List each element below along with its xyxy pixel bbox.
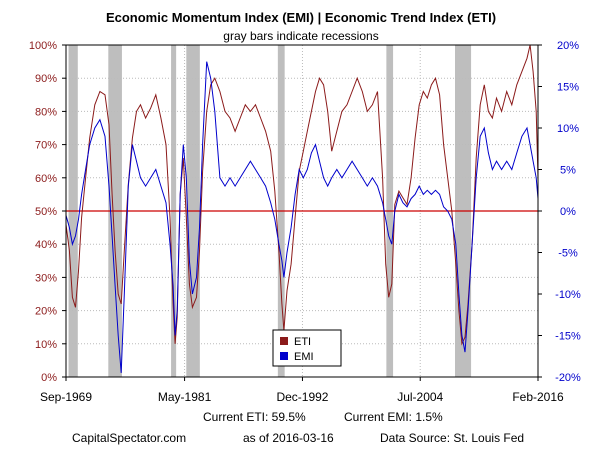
right-tick-label-7: 15%: [557, 82, 579, 94]
right-tick-label-5: 5%: [560, 165, 576, 177]
right-tick-label-2: -10%: [555, 289, 581, 301]
x-axis: Sep-1969 May-1981 Dec-1992 Jul-2004 Feb-2016: [40, 377, 564, 404]
current-eti: Current ETI: 59.5%: [203, 410, 306, 424]
legend-label-emi: EMI: [294, 351, 314, 363]
left-tick-label-2: 20%: [35, 306, 57, 318]
legend-swatch-eti: [280, 337, 288, 345]
series-group: [65, 44, 539, 373]
left-tick-label-5: 50%: [35, 206, 57, 218]
series-line-emi: [65, 61, 539, 373]
left-tick-label-9: 90%: [35, 73, 57, 85]
chart-subtitle: gray bars indicate recessions: [223, 29, 378, 43]
right-tick-label-6: 10%: [557, 123, 579, 135]
right-axis: -20% -15% -10% -5% 0% 5% 10% 15% 20%: [538, 40, 581, 384]
right-tick-label-4: 0%: [560, 206, 576, 218]
left-tick-label-10: 100%: [29, 40, 57, 52]
left-tick-label-8: 80%: [35, 106, 57, 118]
current-emi: Current EMI: 1.5%: [344, 410, 443, 424]
legend: ETI EMI: [272, 329, 342, 367]
right-tick-label-8: 20%: [557, 40, 579, 52]
left-tick-label-7: 70%: [35, 140, 57, 152]
x-tick-label-4: Feb-2016: [512, 390, 564, 404]
chart-title: Economic Momentum Index (EMI) | Economic…: [106, 10, 496, 25]
right-tick-label-0: -20%: [555, 372, 581, 384]
as-of-date: as of 2016-03-16: [243, 431, 334, 445]
right-tick-label-1: -15%: [555, 331, 581, 343]
x-tick-label-0: Sep-1969: [40, 390, 92, 404]
legend-swatch-emi: [280, 352, 288, 360]
x-tick-label-1: May-1981: [158, 390, 212, 404]
left-tick-label-4: 40%: [35, 239, 57, 251]
left-tick-label-1: 10%: [35, 339, 57, 351]
x-tick-label-3: Jul-2004: [397, 390, 443, 404]
x-tick-label-2: Dec-1992: [276, 390, 328, 404]
left-tick-label-0: 0%: [41, 372, 57, 384]
right-tick-label-3: -5%: [558, 248, 578, 260]
legend-label-eti: ETI: [294, 336, 311, 348]
left-tick-label-3: 30%: [35, 272, 57, 284]
left-tick-label-6: 60%: [35, 173, 57, 185]
series-line-eti: [65, 44, 539, 346]
data-source: Data Source: St. Louis Fed: [380, 431, 524, 445]
legend-box: [272, 329, 342, 367]
left-axis: 0% 10% 20% 30% 40% 50% 60% 70% 80% 90% 100%: [29, 40, 66, 384]
source-site: CapitalSpectator.com: [72, 431, 186, 445]
